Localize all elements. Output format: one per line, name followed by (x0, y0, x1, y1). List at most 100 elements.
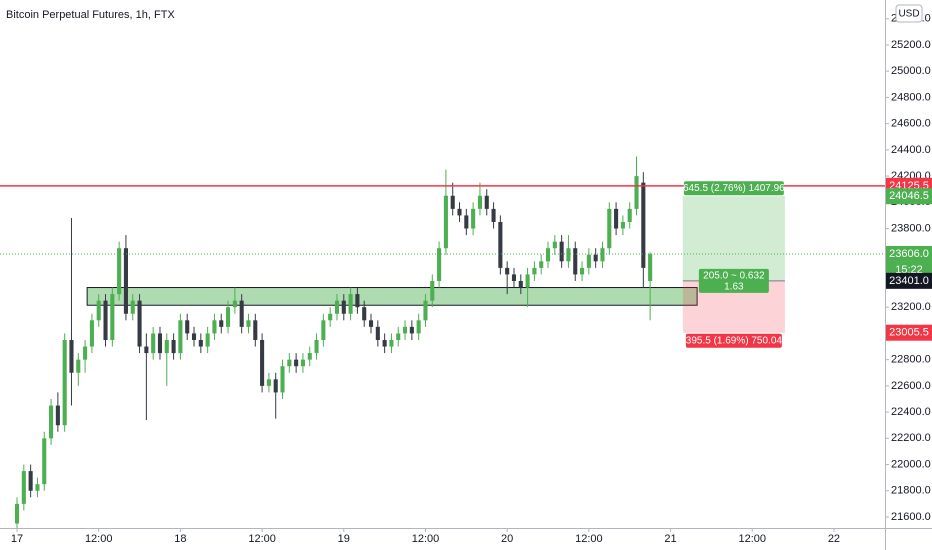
entry-price-label-box (886, 272, 932, 289)
plot-area (0, 156, 885, 531)
candle-body (266, 379, 271, 386)
candle-body (14, 503, 20, 524)
current-price-label-box (886, 245, 932, 262)
ratio-label: 205.0 ~ 0.632 (703, 270, 765, 281)
candle-body (232, 300, 237, 308)
candle-body (198, 339, 203, 347)
candle-body (55, 405, 60, 426)
candle-body (634, 176, 639, 209)
candle-body (185, 320, 190, 334)
x-tick-label: 12:00 (412, 533, 440, 545)
candle-body (477, 195, 482, 209)
candle-body (450, 195, 455, 209)
target-label: 645.5 (2.76%) 1407.96 (683, 183, 785, 194)
candle-body (239, 300, 244, 327)
candle-body (559, 241, 564, 262)
target-price-label-box (886, 188, 932, 205)
candle-body (532, 267, 537, 275)
candle-body (430, 280, 435, 301)
candle-body (580, 267, 585, 275)
candle-body (586, 254, 591, 268)
candle-body (382, 339, 387, 347)
stop-label-box (685, 333, 782, 348)
y-tick-label: 22000.0 (891, 458, 931, 470)
candle-body (573, 248, 578, 275)
support-zone (86, 287, 698, 306)
candle-body (280, 366, 285, 393)
candle-body (178, 320, 183, 354)
overlay: 21600.0 21800.0 22000.0 22200.0 22400.0 22600… (11, 4, 932, 545)
profit-zone (682, 196, 785, 281)
candle-body (593, 254, 598, 262)
y-tick-label: 25000.0 (891, 65, 931, 77)
x-tick-label: 19 (338, 533, 350, 545)
y-tick-label: 24800.0 (891, 91, 931, 103)
candle-body (409, 326, 414, 334)
candle-body (375, 326, 380, 340)
candle-body (518, 280, 523, 288)
candle-body (191, 333, 197, 340)
candle-body (76, 359, 81, 373)
candle-body (83, 346, 88, 360)
candle-body (28, 471, 33, 491)
candle-body (600, 248, 605, 262)
y-tick-label: 23200.0 (891, 301, 931, 313)
x-tick-label: 18 (174, 533, 186, 545)
candle-body (396, 333, 401, 340)
candle-body (212, 320, 217, 334)
candle-body (484, 195, 489, 209)
candle-body (362, 307, 367, 321)
candle-body (464, 215, 469, 229)
entry-price-label: 23401.0 (889, 275, 929, 287)
candle-body (260, 339, 265, 386)
candle-body (614, 208, 619, 229)
candle-body (566, 248, 571, 262)
candle-body (334, 300, 340, 314)
candle-body (389, 339, 394, 347)
candle-body (151, 333, 156, 354)
stop-price-label: 23005.5 (889, 327, 929, 339)
ratio-value: 1.63 (724, 281, 744, 292)
candle-body (103, 300, 108, 340)
candle-body (294, 359, 299, 367)
candle-body (89, 320, 94, 347)
x-tick-label: 20 (501, 533, 513, 545)
candle-body (328, 313, 333, 321)
target-label-box (683, 181, 784, 196)
candle-body (35, 484, 40, 491)
candle-body (471, 208, 476, 229)
candle-body (49, 405, 54, 439)
candle-body (307, 353, 312, 360)
candle-body (552, 241, 557, 249)
candle-body (403, 326, 408, 334)
candle-body (545, 248, 551, 262)
candle-body (117, 248, 122, 295)
x-tick-label: 12:00 (248, 533, 276, 545)
candle-body (226, 307, 231, 327)
candle-body (341, 300, 346, 314)
candle-body (157, 333, 163, 354)
candle-body (498, 221, 503, 268)
candle-body (273, 379, 278, 393)
candle-body (246, 320, 251, 327)
candle-body (321, 320, 326, 340)
currency-label: USD (898, 9, 919, 20)
candle-body (423, 300, 428, 321)
candle-body (491, 208, 496, 222)
x-tick-label: 12:00 (85, 533, 113, 545)
current-price-label: 23606.0 (889, 248, 929, 260)
candle-body (457, 208, 462, 216)
candle-body (348, 294, 353, 314)
target-price-label: 24046.5 (889, 190, 929, 202)
y-tick-label: 22800.0 (891, 354, 931, 366)
candle-body (42, 438, 47, 485)
candle-body (368, 320, 374, 327)
x-tick-label: 12:00 (575, 533, 603, 545)
y-tick-label: 24400.0 (891, 144, 931, 156)
candle-body (96, 300, 101, 321)
y-tick-label: 22400.0 (891, 406, 931, 418)
candle-body (287, 359, 292, 367)
y-tick-label: 23800.0 (891, 222, 931, 234)
